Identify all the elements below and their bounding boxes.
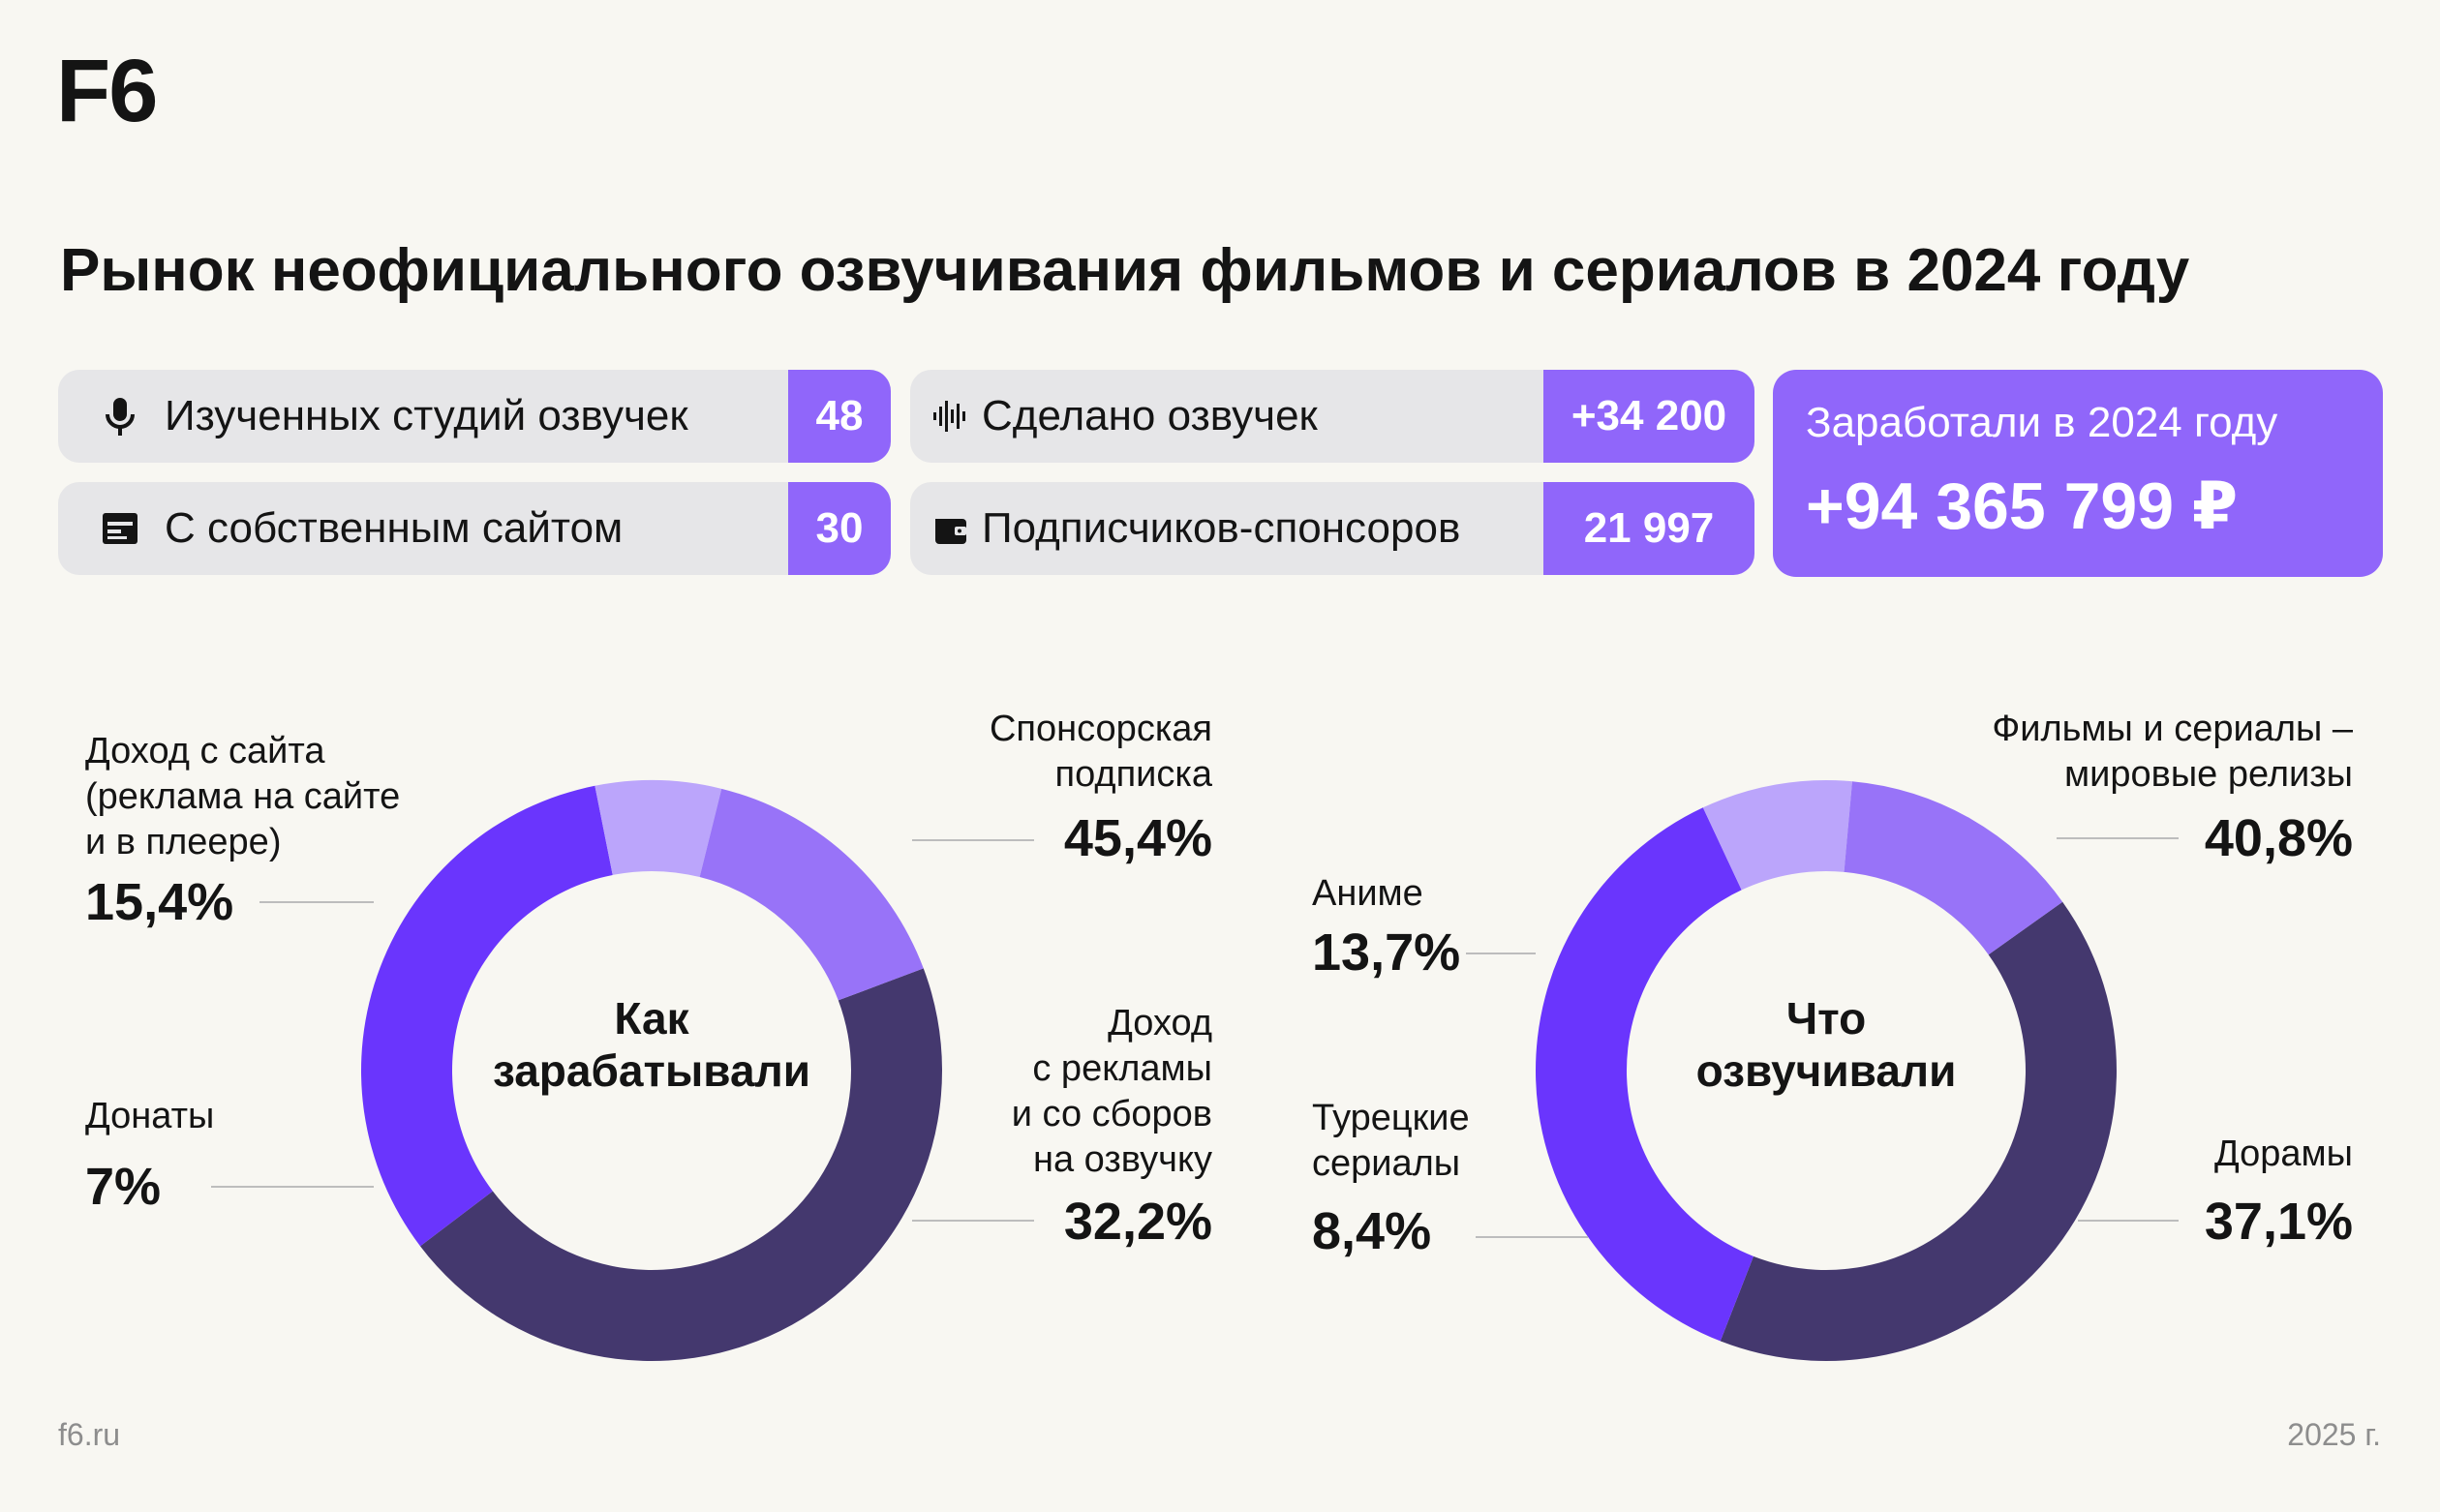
chart2-leader-world (2057, 837, 2179, 839)
chart2-pct-world: 40,8% (2204, 809, 2353, 867)
chart2-slice-anime (1844, 781, 2063, 955)
chart1-center-line1: Как (614, 993, 689, 1043)
chart1-slice-ads (360, 785, 613, 1247)
chart2-leader-dramas (2078, 1220, 2179, 1222)
chart1-pct-sponsor: 45,4% (1063, 809, 1212, 867)
chart1-leader-donations (211, 1186, 374, 1188)
chart2-slice-turkish (1702, 780, 1852, 891)
stat-dubs: Сделано озвучек +34 200 (910, 370, 1754, 463)
stat-own-site-value: 30 (788, 482, 891, 575)
chart1-pct-ads: 32,2% (1063, 1193, 1212, 1251)
chart1-label-ads: Доход с рекламы и со сборов на озвучку (852, 1001, 1212, 1183)
chart2-label-world-line2: мировые релизы (2064, 754, 2353, 795)
footer-year: 2025 г. (2287, 1417, 2381, 1452)
website-icon (103, 513, 137, 544)
microphone-icon (106, 398, 135, 436)
chart2-pct-anime: 13,7% (1312, 923, 1461, 982)
stat-dubs-value: +34 200 (1543, 370, 1754, 463)
stat-studies: Изученных студий озвучек 48 (58, 370, 891, 463)
chart2-center-title: Что озвучивали (1652, 992, 2000, 1097)
stat-own-site-label: С собственным сайтом (165, 504, 624, 552)
chart2-label-turkish-line1: Турецкие (1312, 1098, 1470, 1138)
chart2-leader-anime (1466, 953, 1536, 954)
footer-site: f6.ru (58, 1417, 121, 1452)
chart1-leader-sponsor (912, 839, 1034, 841)
chart2-pct-turkish: 8,4% (1312, 1202, 1432, 1260)
chart2-label-world: Фильмы и сериалы – мировые релизы (1820, 707, 2353, 798)
chart1-leader-site (259, 901, 374, 903)
chart1-pct-donations: 7% (85, 1158, 162, 1216)
chart1-label-site-line1: Доход с сайта (85, 731, 325, 771)
donut-earnings (360, 780, 942, 1362)
stat-studies-label: Изученных студий озвучек (165, 392, 688, 439)
chart2-pct-dramas: 37,1% (2204, 1193, 2353, 1251)
chart1-label-donations: Донаты (85, 1096, 215, 1136)
page-title: Рынок неофициального озвучивания фильмов… (60, 237, 2190, 304)
earned-card: Заработали в 2024 году +94 365 799 ₽ (1773, 370, 2383, 577)
stat-studies-value: 48 (788, 370, 891, 463)
chart2-label-turkish-line2: сериалы (1312, 1143, 1461, 1184)
chart1-label-ads-line3: и со сборов (1011, 1094, 1212, 1134)
chart1-label-ads-line2: с рекламы (1032, 1048, 1212, 1089)
chart1-label-site: Доход с сайта (реклама на сайте и в плее… (85, 729, 400, 865)
chart1-label-sponsor-line1: Спонсорская (989, 709, 1212, 749)
stat-sponsors: Подписчиков-спонсоров 21 997 (910, 482, 1754, 575)
chart1-label-ads-line4: на озвучку (1032, 1139, 1212, 1180)
f6-logo: F6 (56, 42, 158, 140)
earned-value: +94 365 799 ₽ (1806, 469, 2239, 543)
chart1-center-line2: зарабатывали (492, 1045, 811, 1096)
chart1-pct-site: 15,4% (85, 873, 234, 931)
chart2-slice-world (1720, 901, 2117, 1361)
chart2-label-turkish: Турецкие сериалы (1312, 1096, 1470, 1187)
chart1-label-sponsor: Спонсорская подписка (852, 707, 1212, 798)
stat-sponsors-label: Подписчиков-спонсоров (982, 504, 1461, 552)
chart2-leader-turkish (1476, 1236, 1588, 1238)
chart2-center-line2: озвучивали (1695, 1045, 1957, 1096)
stat-own-site: С собственным сайтом 30 (58, 482, 891, 575)
donut-content (1536, 780, 2117, 1361)
chart2-center-line1: Что (1785, 993, 1867, 1043)
chart1-label-ads-line1: Доход (1108, 1003, 1212, 1043)
stat-sponsors-value: 21 997 (1543, 482, 1754, 575)
stat-dubs-label: Сделано озвучек (982, 392, 1318, 439)
wallet-icon (935, 519, 966, 544)
earned-label: Заработали в 2024 году (1806, 399, 2278, 446)
chart1-label-sponsor-line2: подписка (1054, 754, 1212, 795)
chart1-center-title: Как зарабатывали (477, 992, 826, 1097)
sound-wave-icon (933, 401, 965, 432)
chart2-label-dramas: Дорамы (2213, 1134, 2353, 1174)
chart1-slice-donations (595, 780, 722, 878)
chart1-slice-site (699, 788, 924, 1001)
chart1-label-site-line3: и в плеере) (85, 822, 282, 862)
chart2-label-world-line1: Фильмы и сериалы – (1992, 709, 2353, 749)
chart2-slice-dramas (1536, 807, 1754, 1342)
chart1-label-site-line2: (реклама на сайте (85, 776, 401, 817)
chart1-slice-sponsor (419, 968, 942, 1362)
chart1-leader-ads (912, 1220, 1034, 1222)
chart2-label-anime: Аниме (1312, 873, 1423, 914)
